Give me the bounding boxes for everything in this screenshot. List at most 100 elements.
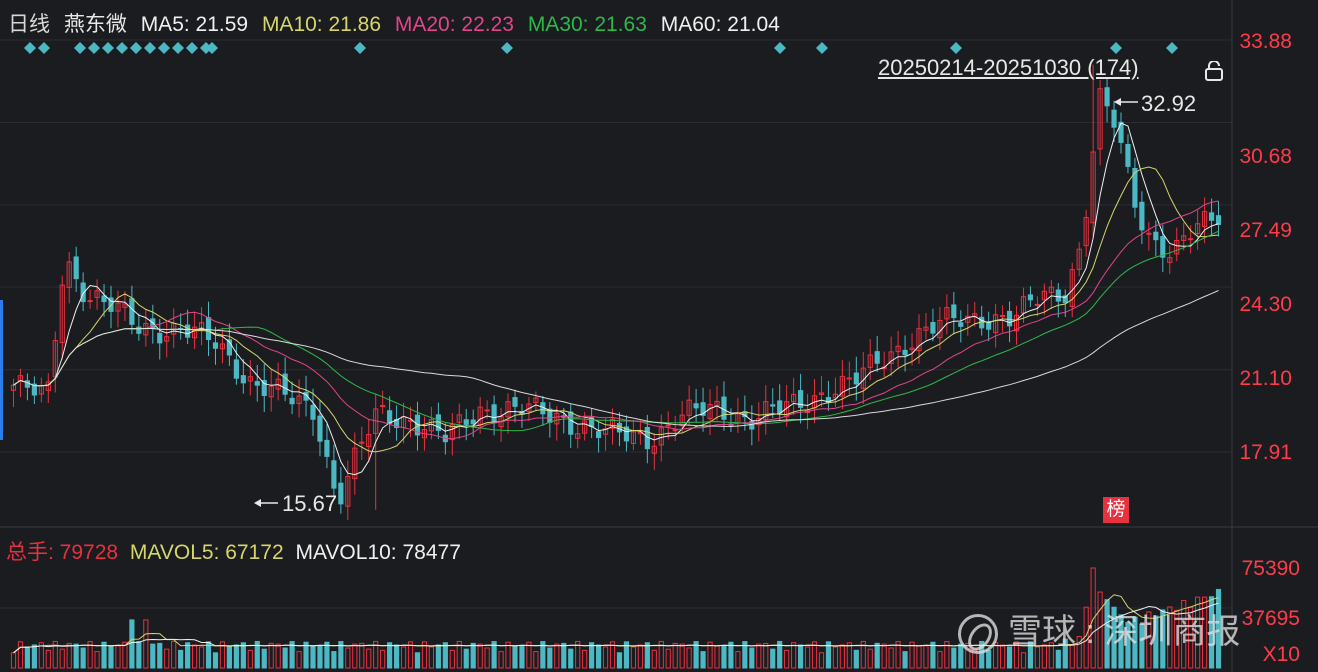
- period-label[interactable]: 日线: [8, 13, 50, 36]
- volume-bar: [261, 648, 267, 669]
- volume-bar: [247, 649, 253, 669]
- volume-bar: [749, 647, 755, 669]
- ranking-badge[interactable]: 榜: [1103, 497, 1129, 523]
- volume-bar: [38, 642, 44, 669]
- volume-bar: [157, 642, 163, 669]
- candle-body: [101, 295, 107, 303]
- volume-bar: [87, 641, 93, 669]
- volume-bar: [916, 645, 922, 669]
- volume-bar: [101, 641, 107, 669]
- candle-body: [1055, 289, 1061, 302]
- candle-body: [930, 321, 936, 334]
- candle-body: [1132, 167, 1138, 208]
- candle-body: [1167, 257, 1173, 263]
- price-annotations: [0, 98, 1138, 507]
- volume-bar: [1041, 644, 1047, 669]
- volume-bar: [387, 642, 393, 669]
- volume-bar: [784, 649, 790, 669]
- volume-bar: [561, 642, 567, 669]
- volume-bar: [860, 640, 866, 669]
- volume-bar: [108, 645, 114, 669]
- candle-body: [609, 418, 616, 429]
- volume-bar: [212, 652, 219, 669]
- volume-bar: [421, 641, 428, 669]
- volume-bar: [66, 642, 72, 669]
- volume-bar: [463, 648, 469, 669]
- candle-body: [951, 304, 957, 319]
- date-range-label[interactable]: 20250214-20251030 (174): [878, 55, 1139, 80]
- price-legend: 日线 燕东微 MA5: 21.59 MA10: 21.86 MA20: 22.2…: [8, 8, 788, 38]
- candle-body: [191, 326, 198, 339]
- candle-body: [895, 345, 901, 353]
- candle-body: [115, 302, 121, 312]
- candle-body: [651, 445, 657, 454]
- volume-bar: [623, 641, 630, 669]
- volume-bar: [219, 641, 226, 669]
- mavol10-value: MAVOL10: 78477: [295, 541, 461, 564]
- volume-bar: [1006, 646, 1013, 669]
- candle-body: [380, 405, 386, 408]
- volume-bar: [1027, 641, 1034, 669]
- volume-bar: [185, 642, 191, 669]
- ma20-value: MA20: 22.23: [394, 13, 514, 36]
- volume-bar: [80, 647, 86, 669]
- volume-bar: [435, 644, 441, 669]
- candle-body: [1160, 236, 1166, 258]
- volume-bar: [254, 640, 260, 669]
- volume-bar: [554, 643, 560, 669]
- volume-bar: [456, 640, 462, 669]
- candle-body: [797, 390, 804, 408]
- price-tick: 33.88: [1239, 30, 1292, 53]
- price-tick: 21.10: [1239, 367, 1292, 390]
- volume-bar: [268, 642, 274, 669]
- volume-bar: [1167, 606, 1173, 669]
- volume-bar: [226, 646, 233, 669]
- volume-bar: [24, 646, 31, 669]
- volume-bar: [1125, 621, 1131, 669]
- volume-tick: X10: [1262, 643, 1300, 666]
- volume-bar: [519, 645, 525, 669]
- candle-body: [1027, 294, 1034, 301]
- volume-bar: [582, 649, 588, 669]
- candle-body: [965, 315, 971, 323]
- candle-body: [491, 404, 497, 424]
- moving-average-lines: [13, 122, 1219, 476]
- volume-bar: [282, 647, 288, 669]
- signal-diamond: [130, 42, 142, 54]
- volume-bar: [275, 643, 281, 669]
- volume-bar: [484, 647, 490, 669]
- signal-diamond: [144, 42, 156, 54]
- candle-body: [275, 378, 281, 390]
- volume-bar: [171, 640, 177, 669]
- candle-body: [31, 383, 37, 396]
- signal-diamond: [950, 42, 962, 54]
- candle-body: [233, 359, 239, 379]
- signal-diamond: [116, 42, 128, 54]
- ma60-line: [13, 290, 1219, 428]
- signal-diamond: [354, 42, 366, 54]
- volume-bar: [164, 648, 170, 669]
- candle-body: [122, 303, 128, 308]
- high-price-label: 32.92: [1141, 91, 1197, 116]
- volume-bar: [1090, 567, 1096, 669]
- candle-body: [268, 385, 274, 398]
- volume-bar: [317, 645, 323, 669]
- candle-body: [582, 420, 588, 434]
- total-volume: 总手: 79728: [6, 541, 119, 564]
- volume-bar: [575, 640, 581, 669]
- volume-bar: [568, 648, 574, 669]
- price-tick: 30.68: [1239, 145, 1292, 168]
- volume-bar: [129, 619, 135, 669]
- volume-bar: [59, 648, 65, 669]
- volume-bar: [832, 646, 839, 669]
- volume-bar: [1013, 641, 1020, 669]
- volume-bar: [31, 644, 37, 669]
- volume-bar: [602, 646, 609, 669]
- candle-body: [17, 375, 24, 382]
- candle-body: [1195, 223, 1201, 234]
- volume-bar: [1153, 615, 1159, 669]
- candle-body: [1153, 231, 1159, 241]
- lock-icon[interactable]: [1204, 61, 1224, 81]
- volume-bar: [547, 647, 553, 669]
